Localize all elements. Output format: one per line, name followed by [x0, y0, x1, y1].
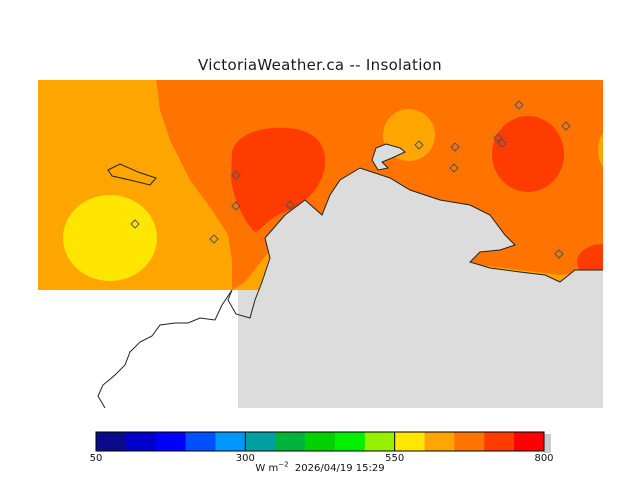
colorbar-shadow	[544, 434, 551, 453]
contour-yellow-east	[598, 133, 603, 167]
colorbar-cell	[275, 432, 306, 451]
station-marker[interactable]	[130, 219, 140, 229]
colorbar-tick-label: 300	[235, 453, 255, 464]
coastline-south	[227, 167, 603, 319]
colorbar-cell	[454, 432, 485, 451]
station-marker[interactable]	[285, 200, 295, 210]
colorbar-units-timestamp: W m−2 2026/04/19 15:29	[0, 460, 640, 474]
station-marker[interactable]	[209, 234, 219, 244]
colorbar-cell	[424, 432, 455, 451]
colorbar-cell	[215, 432, 246, 451]
coastline-northisland	[371, 143, 406, 171]
colorbar-cell	[334, 432, 366, 451]
colorbar-cell	[185, 432, 216, 451]
colorbar-cell	[96, 432, 127, 451]
station-marker[interactable]	[231, 170, 241, 180]
map-title: VictoriaWeather.ca -- Insolation	[198, 56, 442, 74]
colorbar-cell	[484, 432, 515, 451]
colorbar-cell	[364, 432, 396, 451]
colorbar-cell	[155, 432, 187, 451]
colorbar-cell	[125, 432, 157, 451]
station-marker[interactable]	[231, 201, 241, 211]
contour-yellow-west	[63, 195, 157, 281]
station-marker[interactable]	[450, 142, 460, 152]
units-exponent: −2	[278, 460, 289, 469]
station-marker[interactable]	[493, 133, 503, 143]
colorbar-cell	[514, 432, 545, 451]
outside-domain-2	[38, 290, 232, 408]
colorbar-tick-label: 800	[534, 453, 554, 464]
timestamp: 2026/04/19 15:29	[294, 463, 385, 474]
station-marker[interactable]	[414, 140, 424, 150]
contour-650-west	[231, 127, 326, 232]
station-marker[interactable]	[561, 121, 571, 131]
colorbar-cell	[394, 432, 426, 451]
station-markers	[130, 100, 571, 259]
station-marker[interactable]	[554, 249, 564, 259]
coastline-west	[97, 289, 233, 408]
station-marker[interactable]	[497, 138, 507, 148]
station-marker[interactable]	[514, 100, 524, 110]
units-label: W m	[255, 463, 279, 474]
colorbar-tick-label: 550	[385, 453, 405, 464]
station-marker[interactable]	[449, 163, 459, 173]
contour-650-east	[492, 116, 564, 192]
colorbar-cell	[305, 432, 336, 451]
coastline-smallisland	[107, 163, 157, 186]
colorbar-cell	[245, 432, 276, 451]
colorbar-tick-label: 50	[89, 453, 103, 464]
